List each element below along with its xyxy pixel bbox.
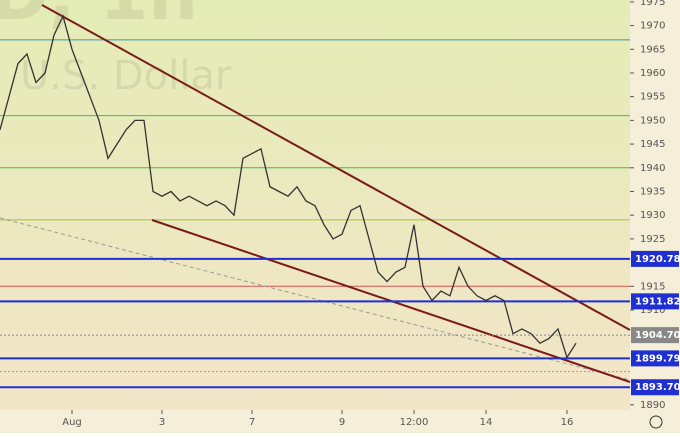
y-tick-label: 1945 bbox=[640, 139, 665, 150]
price-label: 1899.79 bbox=[635, 353, 680, 364]
x-tick-label: 3 bbox=[159, 417, 165, 428]
price-label-box bbox=[631, 250, 679, 267]
y-tick-label: 1935 bbox=[640, 186, 665, 197]
x-tick-label: 7 bbox=[249, 417, 255, 428]
watermark: SD, 1h bbox=[0, 0, 198, 36]
y-tick-label: 1940 bbox=[640, 163, 665, 174]
price-label-box bbox=[631, 293, 679, 310]
y-tick-label: 1955 bbox=[640, 92, 665, 103]
x-tick-label: Aug bbox=[62, 417, 82, 428]
price-line-series bbox=[0, 14, 577, 359]
x-tick-label: 14 bbox=[480, 417, 493, 428]
price-label: 1904.70 bbox=[635, 330, 680, 341]
price-label-box bbox=[631, 327, 679, 344]
price-label: 1920.78 bbox=[635, 254, 680, 265]
y-tick-label: 1965 bbox=[640, 44, 665, 55]
x-tick-label: 16 bbox=[561, 417, 574, 428]
y-tick-label: 1960 bbox=[640, 68, 665, 79]
price-label-box bbox=[631, 350, 679, 367]
settings-icon[interactable] bbox=[649, 415, 663, 429]
y-tick-label: 1890 bbox=[640, 400, 665, 411]
price-label: 1911.82 bbox=[635, 296, 680, 307]
x-axis-bg bbox=[0, 410, 630, 433]
y-tick-label: 1975 bbox=[640, 0, 665, 8]
x-tick-label: 12:00 bbox=[400, 417, 429, 428]
trend-line bbox=[0, 217, 631, 381]
y-tick-label: 1950 bbox=[640, 115, 665, 126]
y-tick-label: 1910 bbox=[640, 305, 665, 316]
y-tick-label: 1970 bbox=[640, 21, 665, 32]
y-tick-label: 1915 bbox=[640, 281, 665, 292]
x-tick-label: 9 bbox=[339, 417, 345, 428]
price-label: 1893.70 bbox=[635, 382, 680, 393]
y-tick-label: 1925 bbox=[640, 234, 665, 245]
y-tick-label: 1930 bbox=[640, 210, 665, 221]
trend-line bbox=[41, 4, 631, 331]
price-label-box bbox=[631, 379, 679, 396]
